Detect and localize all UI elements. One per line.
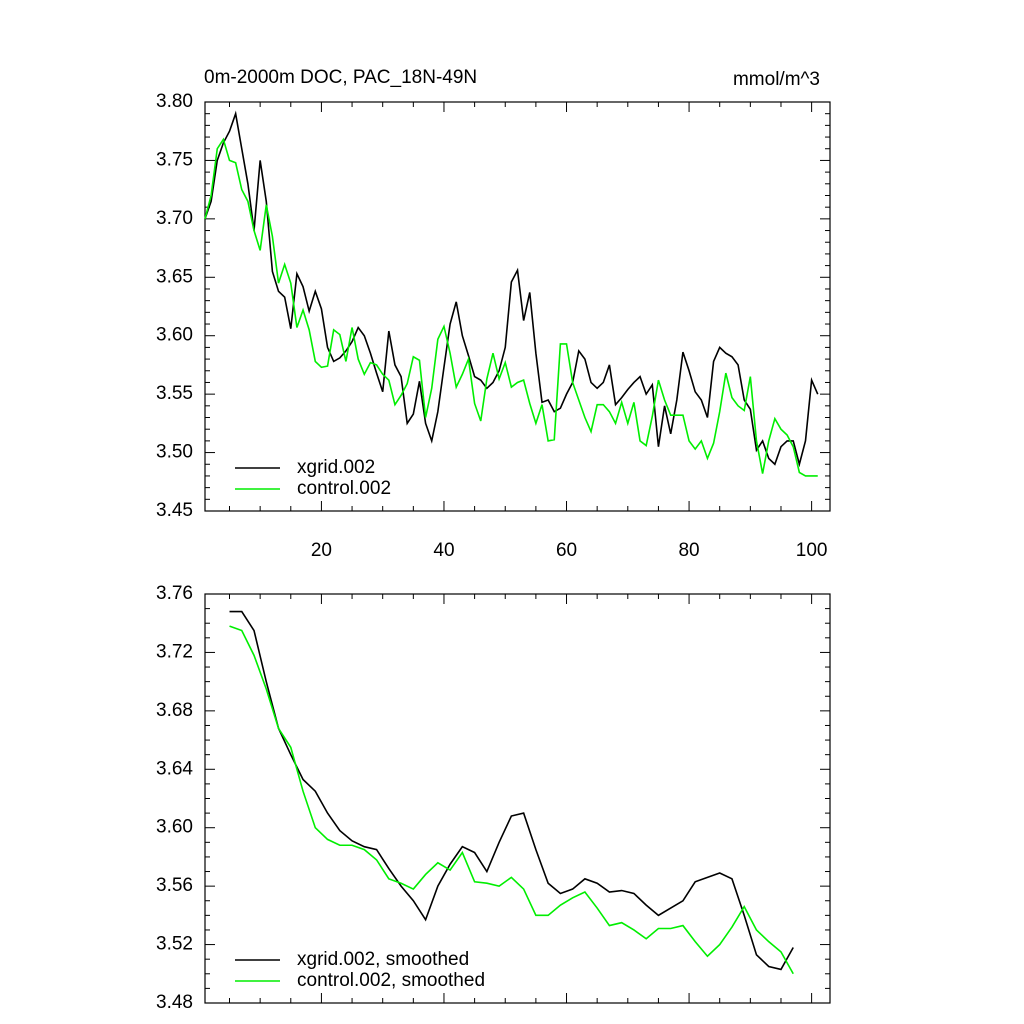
y-tick-label: 3.50 <box>156 442 193 463</box>
y-tick-label: 3.64 <box>156 758 193 779</box>
y-tick-label: 3.52 <box>156 934 193 955</box>
legend-label: control.002 <box>297 478 391 499</box>
plot-frame <box>204 101 831 512</box>
y-tick-label: 3.55 <box>156 383 193 404</box>
y-tick-label: 3.56 <box>156 875 193 896</box>
y-tick-label: 3.68 <box>156 700 193 721</box>
legend-label: xgrid.002 <box>297 457 375 478</box>
y-tick-label: 3.48 <box>156 992 193 1013</box>
y-tick-label: 3.65 <box>156 266 193 287</box>
legend-label: xgrid.002, smoothed <box>297 949 469 970</box>
x-tick-label: 20 <box>311 540 332 561</box>
y-tick-label: 3.60 <box>156 325 193 346</box>
y-tick-label: 3.70 <box>156 208 193 229</box>
y-tick-label: 3.45 <box>156 500 193 521</box>
x-tick-label: 80 <box>678 540 699 561</box>
y-tick-label: 3.72 <box>156 641 193 662</box>
y-tick-label: 3.80 <box>156 91 193 112</box>
y-tick-label: 3.75 <box>156 149 193 170</box>
x-tick-label: 60 <box>556 540 577 561</box>
y-tick-label: 3.76 <box>156 583 193 604</box>
plot-frame <box>204 593 831 1004</box>
series-line <box>204 110 819 468</box>
series-line <box>204 137 818 477</box>
chart-title: 0m-2000m DOC, PAC_18N-49N <box>204 67 477 88</box>
x-tick-label: 40 <box>433 540 454 561</box>
series-line <box>229 610 794 971</box>
series-line <box>229 625 794 975</box>
legend-label: control.002, smoothed <box>297 970 485 991</box>
y-tick-label: 3.60 <box>156 817 193 838</box>
units-label: mmol/m^3 <box>733 69 820 90</box>
x-tick-label: 100 <box>796 540 828 561</box>
